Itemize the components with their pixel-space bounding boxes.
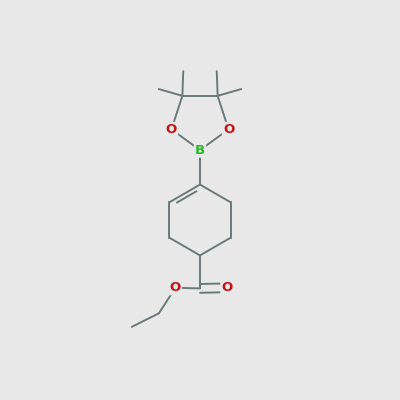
Text: O: O bbox=[221, 281, 233, 294]
Text: B: B bbox=[195, 144, 205, 157]
Text: O: O bbox=[170, 281, 181, 294]
Text: O: O bbox=[166, 123, 177, 136]
Text: O: O bbox=[223, 123, 234, 136]
